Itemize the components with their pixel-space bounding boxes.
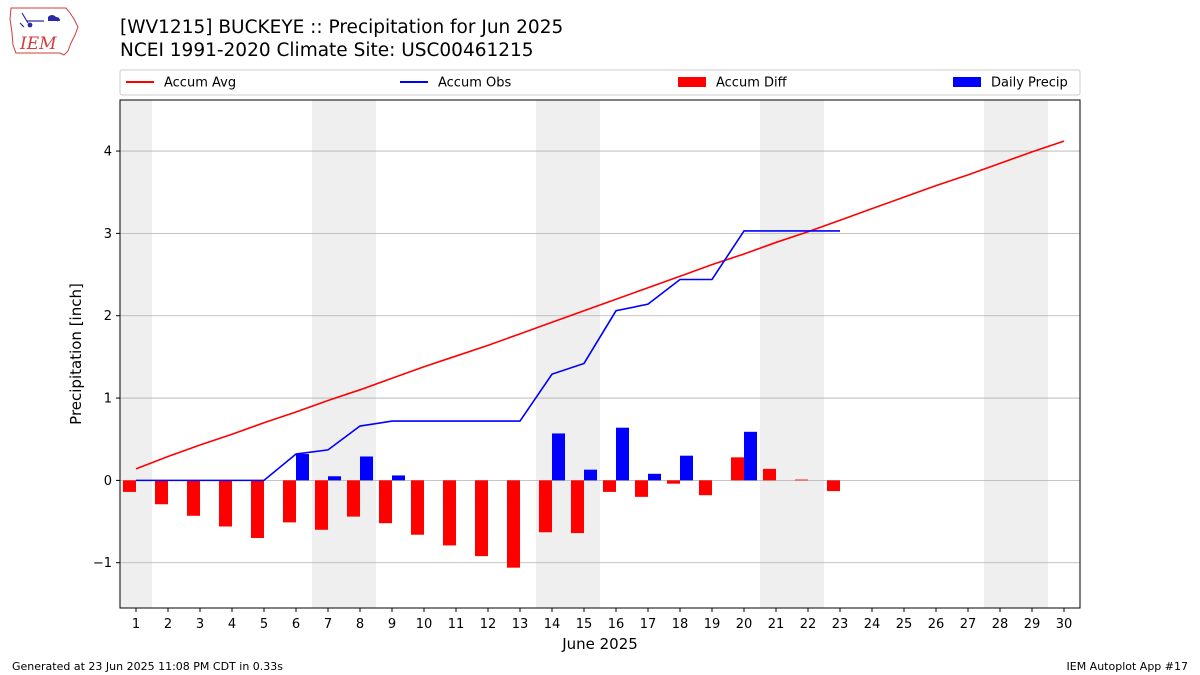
accum-diff-bar-day-9 [379,480,392,524]
daily-precip-bar-day-8 [360,456,373,481]
daily-precip-bar-day-14 [552,433,565,481]
y-tick-label: 0 [104,474,112,489]
accum-diff-bar-day-3 [187,480,200,516]
daily-precip-bar-day-7 [328,476,341,481]
accum-diff-bar-day-23 [827,480,840,492]
cloud-icon [48,15,60,21]
chart-title: [WV1215] BUCKEYE :: Precipitation for Ju… [120,17,564,38]
x-tick-label: 18 [672,617,689,632]
iowa-state-outline [9,7,79,56]
x-tick-label: 20 [736,617,753,632]
app-id: IEM Autoplot App #17 [1066,660,1189,673]
legend-label: Accum Diff [716,76,788,91]
daily-precip-bar-day-17 [648,473,661,481]
legend-box [119,69,1081,96]
y-tick-label: 4 [104,145,112,160]
daily-precip-bar-day-18 [680,455,693,481]
x-tick-label: 16 [608,617,625,632]
generated-timestamp: Generated at 23 Jun 2025 11:08 PM CDT in… [12,660,284,673]
accum-diff-bar-day-10 [411,480,424,535]
accum-diff-bar-day-12 [475,480,488,557]
accum-diff-bar-day-22 [795,479,808,481]
accum-avg-line [135,140,1065,470]
x-tick-label: 6 [292,617,300,632]
x-tick-label: 2 [164,617,172,632]
accum-diff-bar-day-21 [763,468,776,481]
accum-diff-bar-day-13 [507,480,520,568]
daily-precip-bar-day-9 [392,475,405,481]
x-tick-label: 15 [576,617,593,632]
weekend-band-5 [984,100,1048,608]
x-tick-label: 17 [640,617,657,632]
legend-swatch-4 [953,77,981,87]
x-tick-label: 25 [896,617,913,632]
weekend-band-1 [120,100,152,608]
y-tick-label: 2 [104,309,112,324]
accum-diff-bar-day-19 [699,480,712,496]
accum-diff-bar-day-20 [731,457,744,481]
x-tick-label: 26 [928,617,945,632]
accum-diff-bar-day-15 [571,480,584,534]
accum-diff-bar-day-14 [539,480,552,533]
weekend-band-4 [760,100,824,608]
x-tick-label: 5 [260,617,268,632]
station-icon [27,22,33,28]
y-tick-label: −1 [93,556,112,571]
daily-precip-bar-day-15 [584,469,597,481]
x-tick-label: 4 [228,617,236,632]
legend-swatch-3 [678,77,706,87]
x-tick-label: 9 [388,617,396,632]
x-tick-label: 13 [512,617,529,632]
logo-text: IEM [19,34,57,54]
daily-precip-bar-day-6 [296,454,309,481]
x-tick-label: 3 [196,617,204,632]
x-tick-label: 11 [448,617,465,632]
accum-diff-bar-day-2 [155,480,168,505]
accum-diff-bar-day-8 [347,480,360,517]
x-tick-label: 7 [324,617,332,632]
accum-diff-bar-day-6 [283,480,296,523]
x-tick-label: 28 [992,617,1009,632]
x-tick-label: 10 [416,617,433,632]
x-tick-label: 27 [960,617,977,632]
daily-precip-bar-day-20 [744,431,757,481]
y-tick-label: 3 [104,227,112,242]
accum-diff-bar-day-1 [123,480,136,492]
accum-obs-line [136,230,840,482]
legend-label: Daily Precip [991,76,1068,91]
y-tick-label: 1 [104,392,112,407]
accum-diff-bar-day-18 [667,480,680,484]
y-axis-label: Precipitation [inch] [67,283,85,425]
x-tick-label: 14 [544,617,561,632]
accum-diff-bar-day-7 [315,480,328,530]
x-tick-label: 22 [800,617,817,632]
x-tick-label: 8 [356,617,364,632]
weather-icon [19,12,59,28]
weekend-band-2 [312,100,376,608]
accum-diff-bar-day-11 [443,480,456,546]
legend-label: Accum Obs [438,76,511,91]
x-tick-label: 21 [768,617,785,632]
x-tick-label: 1 [132,617,140,632]
daily-precip-bar-day-16 [616,427,629,481]
accum-diff-bar-day-4 [219,480,232,527]
x-tick-label: 30 [1056,617,1073,632]
x-tick-label: 24 [864,617,881,632]
accum-diff-bar-day-5 [251,480,264,539]
x-tick-label: 19 [704,617,721,632]
plot-frame [119,99,1081,609]
legend-label: Accum Avg [164,76,236,91]
x-tick-label: 29 [1024,617,1041,632]
x-tick-label: 12 [480,617,497,632]
iem-logo: IEM [9,7,79,56]
x-axis-label: June 2025 [561,635,638,653]
chart-subtitle: NCEI 1991-2020 Climate Site: USC00461215 [120,40,534,61]
accum-diff-bar-day-17 [635,480,648,497]
accum-diff-bar-day-16 [603,480,616,492]
x-tick-label: 23 [832,617,849,632]
